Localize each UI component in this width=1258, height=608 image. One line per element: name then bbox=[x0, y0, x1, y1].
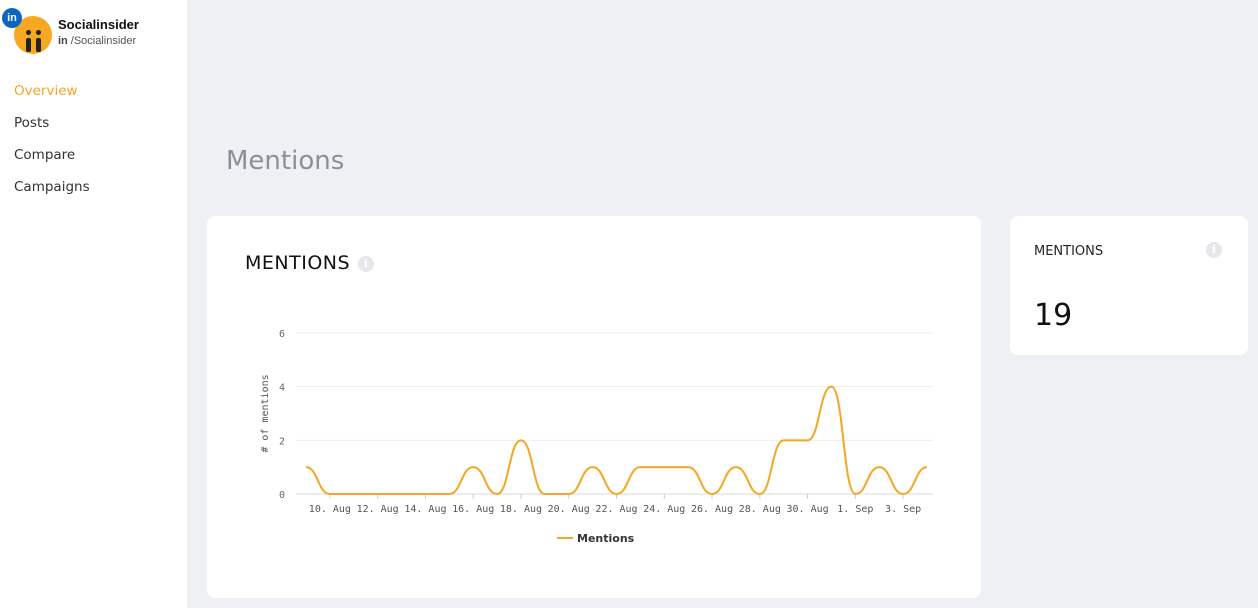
y-tick-label: 2 bbox=[279, 436, 285, 447]
linkedin-icon: in bbox=[2, 8, 22, 28]
chart-card-title-text: MENTIONS bbox=[245, 252, 351, 274]
x-tick-label: 14. Aug bbox=[404, 504, 446, 515]
info-icon[interactable]: i bbox=[358, 255, 375, 272]
y-tick-label: 0 bbox=[279, 490, 285, 501]
chart-card-title: MENTIONS i bbox=[245, 252, 375, 274]
profile-handle: in/Socialinsider bbox=[58, 35, 136, 47]
x-tick-label: 30. Aug bbox=[786, 504, 828, 515]
sidebar-item-campaigns[interactable]: Campaigns bbox=[14, 179, 90, 195]
sidebar-nav: Overview Posts Compare Campaigns bbox=[14, 82, 90, 210]
x-tick-label: 12. Aug bbox=[357, 504, 399, 515]
profile-handle-text: /Socialinsider bbox=[70, 35, 137, 47]
mentions-chart-card: MENTIONS i 0 2 4 6 # of mentions 10. Aug 12. Au… bbox=[207, 216, 981, 598]
legend-label: Mentions bbox=[577, 532, 635, 545]
x-tick-label: 10. Aug bbox=[309, 504, 351, 515]
page-title: Mentions bbox=[226, 146, 345, 176]
sidebar-item-overview[interactable]: Overview bbox=[14, 83, 78, 99]
sidebar-item-compare[interactable]: Compare bbox=[14, 147, 76, 163]
x-tick-label: 28. Aug bbox=[739, 504, 781, 515]
mentions-stat-card: MENTIONS i 19 bbox=[1010, 216, 1248, 355]
sidebar: in Socialinsider in/Socialinsider Overvi… bbox=[0, 0, 187, 608]
series-line-mentions bbox=[305, 385, 928, 496]
mentions-line-chart: 0 2 4 6 # of mentions 10. Aug 12. Aug 14. Aug 16… bbox=[260, 329, 933, 545]
x-tick-label: 20. Aug bbox=[548, 504, 590, 515]
y-axis-label: # of mentions bbox=[260, 374, 271, 452]
x-tick-label: 22. Aug bbox=[595, 504, 637, 515]
profile-name: Socialinsider bbox=[58, 17, 139, 32]
x-tick-label: 16. Aug bbox=[452, 504, 494, 515]
x-tick-label: 1. Sep bbox=[837, 504, 873, 515]
sidebar-item-posts[interactable]: Posts bbox=[14, 115, 50, 131]
info-icon[interactable]: i bbox=[1206, 242, 1222, 258]
linkedin-small-icon: in bbox=[58, 35, 68, 47]
x-tick-label: 24. Aug bbox=[643, 504, 685, 515]
mentions-total-value: 19 bbox=[1034, 298, 1073, 333]
stat-card-title: MENTIONS bbox=[1034, 244, 1104, 259]
y-tick-label: 6 bbox=[279, 329, 285, 340]
y-tick-label: 4 bbox=[279, 383, 285, 394]
x-tick-label: 3. Sep bbox=[885, 504, 921, 515]
profile-header[interactable]: in Socialinsider in/Socialinsider bbox=[0, 0, 187, 60]
x-tick-label: 18. Aug bbox=[500, 504, 542, 515]
x-tick-label: 26. Aug bbox=[691, 504, 733, 515]
